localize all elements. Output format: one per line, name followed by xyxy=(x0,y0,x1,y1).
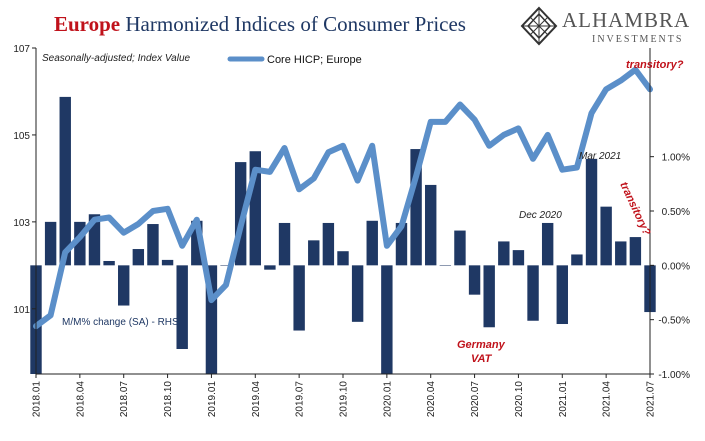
bar-series xyxy=(30,96,656,374)
x-tick-label: 2020.07 xyxy=(470,381,481,418)
bar-mm-change xyxy=(234,162,247,266)
annotation-germany: Germany xyxy=(457,339,506,351)
bar-mm-change xyxy=(366,220,378,266)
left-tick-label: 107 xyxy=(13,44,30,55)
bar-mm-change xyxy=(88,214,101,266)
legend: Core HICP; Europe xyxy=(227,54,362,66)
annotation-mm-label: M/M% change (SA) - RHS xyxy=(62,317,179,328)
right-tick-label: 1.00% xyxy=(662,153,690,164)
bar-mm-change xyxy=(322,222,335,266)
bar-mm-change xyxy=(103,260,115,266)
bar-mm-change xyxy=(176,265,188,350)
bar-mm-change xyxy=(410,149,422,266)
legend-label-core-hicp: Core HICP; Europe xyxy=(267,54,362,66)
bar-mm-change xyxy=(468,265,481,295)
x-tick-label: 2021.04 xyxy=(602,381,613,418)
x-tick-label: 2019.10 xyxy=(339,381,350,418)
bar-mm-change xyxy=(308,240,320,266)
right-tick-label: 0.00% xyxy=(662,261,690,272)
bar-mm-change xyxy=(220,265,232,266)
logo-name: ALHAMBRA xyxy=(562,8,691,32)
logo-subtitle: INVESTMENTS xyxy=(592,34,684,45)
diamond-logo-icon xyxy=(520,6,558,46)
axes: 101 103 105 107 -1.00% -0.50% 0.00% 0.50% 1.00% 2… xyxy=(13,44,690,417)
x-tick-label: 2020.01 xyxy=(382,381,393,418)
bar-mm-change xyxy=(615,241,627,266)
bar-mm-change xyxy=(571,254,583,266)
annotation-mar-2021: Mar 2021 xyxy=(579,151,621,162)
bar-mm-change xyxy=(44,221,57,266)
x-tick-label: 2019.07 xyxy=(295,381,306,418)
bar-mm-change xyxy=(147,224,159,266)
left-tick-label: 101 xyxy=(13,305,30,316)
right-tick-label: -1.00% xyxy=(658,370,690,381)
bar-mm-change xyxy=(337,251,349,266)
x-tick-label: 2019.04 xyxy=(251,381,262,418)
right-tick-label: 0.50% xyxy=(662,207,690,218)
line-core-hicp xyxy=(33,66,653,330)
x-tick-label: 2019.01 xyxy=(207,381,218,418)
chart-title: Europe Harmonized Indices of Consumer Pr… xyxy=(54,12,466,37)
bar-mm-change xyxy=(161,259,174,266)
bar-mm-change xyxy=(541,222,554,266)
bar-mm-change xyxy=(293,265,305,331)
bar-mm-change xyxy=(512,250,525,266)
bar-mm-change xyxy=(425,184,437,266)
bar-mm-change xyxy=(556,265,568,325)
annotation-transitory-top: transitory? xyxy=(626,59,684,71)
bar-mm-change xyxy=(118,265,130,306)
bar-mm-change xyxy=(629,237,642,266)
chart-subtitle: Seasonally-adjusted; Index Value xyxy=(42,53,191,64)
x-tick-label: 2018.10 xyxy=(163,381,174,418)
bar-mm-change xyxy=(59,96,71,266)
bar-mm-change xyxy=(249,151,261,266)
bar-mm-change xyxy=(600,206,612,266)
bar-mm-change xyxy=(74,221,86,266)
bar-mm-change xyxy=(454,230,466,266)
x-tick-label: 2020.10 xyxy=(514,381,525,418)
bar-mm-change xyxy=(381,265,393,374)
chart-title-highlight: Europe xyxy=(54,12,121,36)
x-tick-label: 2021.07 xyxy=(646,381,657,418)
x-tick-label: 2021.01 xyxy=(558,381,569,418)
line-series xyxy=(33,66,653,330)
annotation-transitory-mid: transitory? xyxy=(617,180,652,237)
bar-mm-change xyxy=(585,158,598,266)
bar-mm-change xyxy=(395,222,408,266)
bar-mm-change xyxy=(527,265,539,321)
x-tick-label: 2018.01 xyxy=(32,381,43,418)
annotation-dec-2020: Dec 2020 xyxy=(519,210,562,221)
chart-title-rest: Harmonized Indices of Consumer Prices xyxy=(125,12,466,36)
alhambra-logo: ALHAMBRA INVESTMENTS xyxy=(520,6,700,50)
left-tick-label: 105 xyxy=(13,131,30,142)
bar-mm-change xyxy=(191,220,203,266)
bar-mm-change xyxy=(278,222,291,266)
bar-mm-change xyxy=(264,265,276,270)
bar-mm-change xyxy=(132,249,145,266)
bar-mm-change xyxy=(483,265,495,328)
x-tick-label: 2018.07 xyxy=(119,381,130,418)
x-tick-label: 2018.04 xyxy=(75,381,86,418)
left-tick-label: 103 xyxy=(13,218,30,229)
right-tick-label: -0.50% xyxy=(658,316,690,327)
bar-mm-change xyxy=(439,265,452,266)
bar-mm-change xyxy=(498,241,510,266)
bar-mm-change xyxy=(205,265,218,374)
annotation-vat: VAT xyxy=(471,353,493,365)
x-tick-label: 2020.04 xyxy=(426,381,437,418)
bar-mm-change xyxy=(351,265,364,322)
